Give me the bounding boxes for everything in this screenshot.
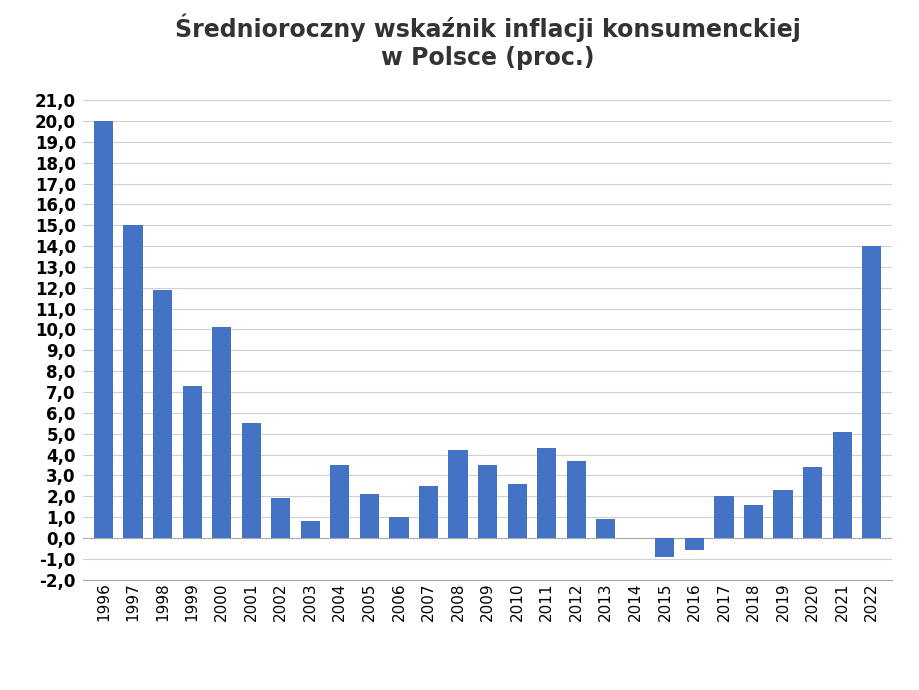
Bar bbox=[212, 327, 231, 538]
Bar bbox=[271, 498, 290, 538]
Bar bbox=[448, 451, 467, 538]
Bar bbox=[301, 521, 320, 538]
Bar bbox=[743, 504, 762, 538]
Bar bbox=[802, 467, 822, 538]
Bar bbox=[478, 465, 496, 538]
Bar bbox=[861, 246, 880, 538]
Bar bbox=[507, 484, 527, 538]
Bar bbox=[773, 490, 792, 538]
Bar bbox=[654, 538, 674, 557]
Bar bbox=[566, 461, 585, 538]
Bar bbox=[182, 386, 201, 538]
Bar bbox=[596, 519, 615, 538]
Bar bbox=[684, 538, 703, 551]
Bar bbox=[832, 431, 851, 538]
Bar bbox=[330, 465, 349, 538]
Title: Średnioroczny wskaźnik inflacji konsumenckiej
w Polsce (proc.): Średnioroczny wskaźnik inflacji konsumen… bbox=[175, 13, 800, 70]
Bar bbox=[123, 225, 142, 538]
Bar bbox=[94, 121, 113, 538]
Bar bbox=[537, 448, 556, 538]
Bar bbox=[153, 290, 172, 538]
Bar bbox=[359, 494, 379, 538]
Bar bbox=[242, 423, 261, 538]
Bar bbox=[418, 486, 437, 538]
Bar bbox=[389, 517, 408, 538]
Bar bbox=[713, 496, 732, 538]
